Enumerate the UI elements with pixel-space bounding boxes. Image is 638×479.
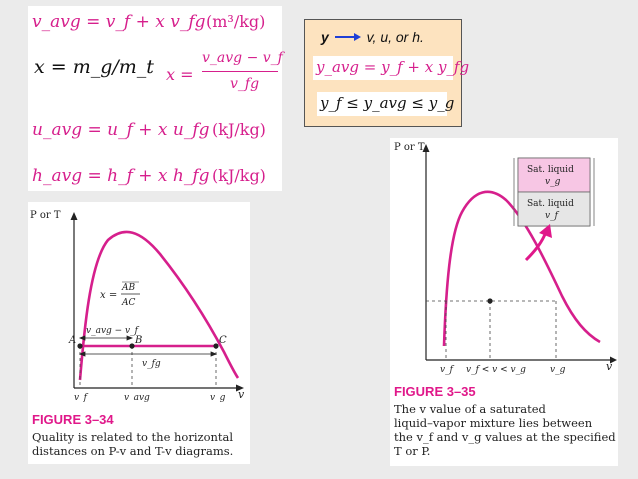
fig34-point-b (129, 343, 135, 349)
v-avg-equation: v_avg = v_f + x v_fg (32, 12, 206, 32)
quality-volume-lhs: x = (166, 65, 194, 84)
fig34-axes (70, 212, 244, 392)
fig34-point-a (77, 343, 83, 349)
quality-volume-denominator: v_fg (230, 76, 260, 92)
fig35-tick-vg: v_g (550, 365, 566, 375)
quality-volume-numerator: v_avg − v_f (202, 50, 283, 66)
fig34-label-c: C (219, 335, 227, 346)
quality-volume-fraction-bar (202, 71, 278, 72)
fig35-container-illustration (513, 157, 595, 227)
u-avg-equation: u_avg = u_f + x u_fg (32, 120, 210, 140)
y-range-inequality: y_f ≤ y_avg ≤ y_g (320, 94, 455, 112)
u-avg-unit: (kJ/kg) (212, 120, 266, 139)
fig34-caption-line1: Quality is related to the horizontal (32, 430, 234, 444)
fig35-legend-bottom-line2: v_f (545, 211, 560, 221)
fig34-dimension-bars (78, 335, 218, 357)
y-avg-equation-bg (313, 56, 453, 80)
header-property-list: v, u, or h. (366, 29, 424, 45)
fig35-saturation-dome (442, 190, 601, 347)
arrow-right-icon (333, 29, 363, 41)
quality-volume-equation: x = v_avg − v_f v_fg (164, 48, 283, 104)
fig35-mixture-point (487, 298, 493, 304)
fig35-legend-bottom-line1: Sat. liquid (527, 199, 574, 209)
fig34-quality-fraction: x = AB AC (100, 281, 140, 308)
fig35-axis-y-label: P or T (394, 142, 425, 153)
y-avg-equation: y_avg = y_f + x y_fg (316, 58, 470, 76)
fig35-legend-top-line1: Sat. liquid (527, 165, 574, 175)
fig35-tick-mid: v_f < v < v_g (466, 365, 526, 375)
fig35-pointer-arrow-icon (524, 224, 552, 262)
fig34-caption-line2: distances on P-v and T-v diagrams. (32, 444, 234, 458)
fig35-caption-title: FIGURE 3–35 (394, 384, 476, 399)
fig35-caption-line3: the v_f and v_g values at the specified (394, 430, 616, 444)
h-avg-unit: (kJ/kg) (212, 166, 266, 185)
fig34-tick-vavg: v_avg (124, 393, 150, 402)
fig34-label-a: A (68, 335, 76, 346)
fig35-legend-top-box (517, 157, 591, 193)
fig34-label-b: B (134, 335, 142, 346)
general-property-box: y v, u, or h. y_avg = y_f + x y_fg y_f ≤… (304, 19, 469, 127)
fig34-quality-denominator: AC (121, 298, 135, 308)
fig34-saturation-dome (78, 230, 240, 381)
fig35-legend-top-line2: v_g (545, 177, 561, 187)
general-box-header: y v, u, or h. (321, 29, 424, 45)
fig35-dashed-guides (445, 301, 557, 360)
v-avg-unit: (m³/kg) (206, 12, 266, 31)
fig34-caption-title: FIGURE 3–34 (32, 412, 114, 427)
fig34-tick-vg: v_g (210, 393, 226, 402)
figure-3-35-diagram: P or T v Sat. liquid v_g Sat. liquid v_f… (394, 142, 617, 375)
fig34-point-c (213, 343, 219, 349)
fig34-quality-x: x = (100, 290, 117, 301)
inequality-bg (317, 92, 447, 116)
fig34-seg-fg-label: v_fg (142, 359, 161, 369)
fig34-quality-numerator: AB (121, 283, 135, 293)
fig35-caption-line4: T or P. (394, 444, 431, 458)
fig35-caption-line2: liquid–vapor mixture lies between (394, 416, 593, 430)
fig34-axis-x-label: v (238, 388, 245, 401)
fig35-axes (422, 144, 617, 364)
fig34-dashed-guides (79, 346, 217, 388)
quality-mass-equation: x = m_g/m_t (34, 56, 154, 78)
fig35-legend-bottom-box (517, 191, 591, 227)
fig35-caption-line1: The v value of a saturated (394, 402, 546, 416)
figure-3-34-diagram: P or T v A B C x = AB AC v_avg − v_f v_f… (30, 210, 245, 402)
h-avg-equation: h_avg = h_f + x h_fg (32, 166, 210, 186)
header-y-symbol: y (321, 29, 329, 45)
fig34-axis-y-label: P or T (30, 210, 61, 221)
fig35-tick-vf: v_f (440, 365, 455, 375)
fig34-tick-vf: v_f (74, 393, 89, 402)
fig34-seg-avg-label: v_avg − v_f (86, 326, 140, 336)
fig35-axis-x-label: v (606, 360, 613, 373)
